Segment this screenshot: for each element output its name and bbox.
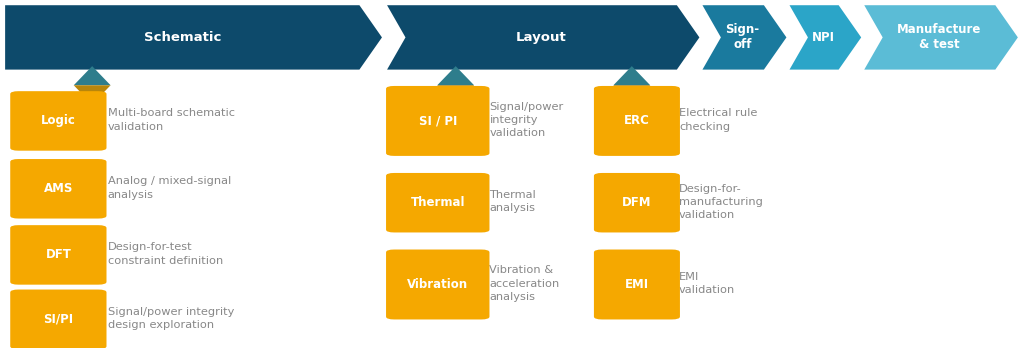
FancyBboxPatch shape bbox=[10, 159, 106, 219]
Text: EMI
validation: EMI validation bbox=[679, 272, 735, 295]
Text: Signal/power integrity
design exploration: Signal/power integrity design exploratio… bbox=[108, 307, 233, 330]
FancyBboxPatch shape bbox=[386, 86, 489, 156]
FancyBboxPatch shape bbox=[10, 290, 106, 348]
Text: Electrical rule
checking: Electrical rule checking bbox=[679, 109, 758, 132]
Text: NPI: NPI bbox=[812, 31, 835, 44]
Polygon shape bbox=[437, 85, 474, 104]
Text: SI / PI: SI / PI bbox=[419, 114, 457, 127]
Polygon shape bbox=[437, 66, 474, 85]
Text: ERC: ERC bbox=[624, 114, 650, 127]
Text: DFT: DFT bbox=[45, 248, 72, 261]
Text: AMS: AMS bbox=[44, 182, 73, 195]
Polygon shape bbox=[387, 5, 699, 70]
Text: Analog / mixed-signal
analysis: Analog / mixed-signal analysis bbox=[108, 176, 230, 199]
Text: Thermal: Thermal bbox=[411, 196, 465, 209]
Text: SI/PI: SI/PI bbox=[43, 313, 74, 326]
Polygon shape bbox=[74, 66, 111, 85]
FancyBboxPatch shape bbox=[594, 86, 680, 156]
Text: Sign-
off: Sign- off bbox=[725, 23, 760, 52]
Text: Design-for-
manufacturing
validation: Design-for- manufacturing validation bbox=[679, 184, 763, 220]
Polygon shape bbox=[613, 85, 650, 104]
FancyBboxPatch shape bbox=[10, 91, 106, 151]
FancyBboxPatch shape bbox=[10, 225, 106, 285]
Text: Thermal
analysis: Thermal analysis bbox=[489, 190, 537, 213]
Polygon shape bbox=[790, 5, 861, 70]
Polygon shape bbox=[613, 66, 650, 85]
Text: Logic: Logic bbox=[41, 114, 76, 127]
FancyBboxPatch shape bbox=[594, 173, 680, 232]
Polygon shape bbox=[5, 5, 382, 70]
Polygon shape bbox=[702, 5, 786, 70]
FancyBboxPatch shape bbox=[386, 173, 489, 232]
Polygon shape bbox=[864, 5, 1018, 70]
Text: Multi-board schematic
validation: Multi-board schematic validation bbox=[108, 109, 234, 132]
Polygon shape bbox=[74, 85, 111, 104]
Text: Layout: Layout bbox=[516, 31, 566, 44]
Text: Signal/power
integrity
validation: Signal/power integrity validation bbox=[489, 102, 564, 138]
Text: Vibration: Vibration bbox=[408, 278, 468, 291]
Text: Design-for-test
constraint definition: Design-for-test constraint definition bbox=[108, 243, 223, 266]
Text: Schematic: Schematic bbox=[143, 31, 221, 44]
FancyBboxPatch shape bbox=[386, 250, 489, 319]
Text: EMI: EMI bbox=[625, 278, 649, 291]
Text: Manufacture
& test: Manufacture & test bbox=[897, 23, 981, 52]
Text: Vibration &
acceleration
analysis: Vibration & acceleration analysis bbox=[489, 266, 560, 302]
FancyBboxPatch shape bbox=[594, 250, 680, 319]
Text: DFM: DFM bbox=[623, 196, 651, 209]
